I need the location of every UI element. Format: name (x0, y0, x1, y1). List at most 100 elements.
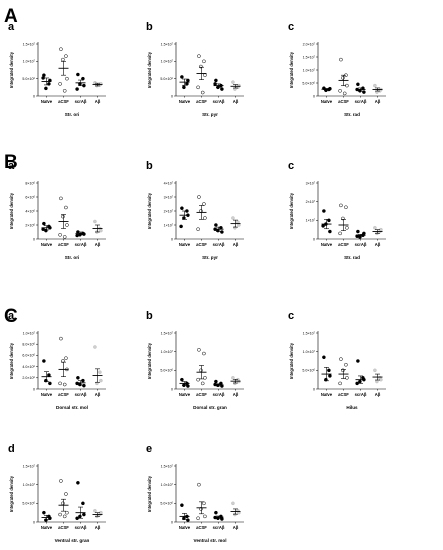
data-point (58, 381, 62, 386)
chart-c-c: c 0 5.0×10⁶ 1.0×10⁷ 1.5×10⁷ Integrated densit… (288, 310, 386, 410)
x-category-label: Naïve (41, 99, 53, 104)
subpanel-letter: b (146, 310, 153, 322)
y-tick-label: 5.0×10⁶ (302, 369, 315, 373)
x-category-label: aCSF (58, 242, 69, 247)
x-category-label: Naïve (321, 242, 333, 247)
x-category-label: Naïve (41, 242, 53, 247)
data-point (233, 226, 237, 230)
x-category-label: scrAβ (213, 99, 225, 104)
data-point (59, 47, 63, 52)
data-point (338, 89, 342, 93)
data-point (328, 374, 332, 378)
y-tick-label: 1.5×10⁷ (303, 331, 316, 335)
x-category-label: scrAβ (355, 99, 367, 104)
data-point (81, 76, 85, 81)
data-point (196, 516, 200, 521)
data-point (203, 73, 207, 77)
data-point (373, 83, 377, 88)
x-category-label: Naïve (41, 525, 53, 530)
y-axis-label: Integrated density (9, 51, 14, 88)
data-point (99, 378, 103, 383)
x-category-label: aCSF (196, 242, 207, 247)
data-point (182, 85, 186, 90)
data-point (58, 82, 62, 86)
data-point (93, 509, 97, 513)
x-category-label: aCSF (196, 525, 207, 530)
data-point (203, 514, 207, 519)
y-tick-label: 1×10⁷ (164, 223, 174, 227)
x-category-label: scrAβ (355, 242, 367, 247)
data-point (200, 90, 205, 95)
y-tick-label: 4×10⁷ (164, 181, 174, 185)
data-point (358, 379, 362, 384)
data-point (76, 72, 80, 77)
data-point (220, 517, 224, 521)
data-point (99, 228, 103, 233)
x-category-label: Naïve (179, 99, 191, 104)
data-point (322, 355, 326, 360)
data-point (373, 226, 377, 230)
x-category-label: aCSF (338, 242, 349, 247)
y-tick-label: 0 (171, 94, 173, 98)
data-point (327, 368, 331, 373)
subpanel-letter: a (8, 21, 15, 33)
y-tick-label: 1.0×10⁷ (303, 350, 316, 354)
chart-c-a: a 0 2.0×10⁶ 4.0×10⁶ 6.0×10⁶ 8.0×10⁶ 1.0×10⁷ Int… (8, 310, 106, 410)
y-axis-label: Integrated density (289, 342, 294, 379)
y-tick-label: 5.0×10⁶ (160, 502, 173, 506)
y-tick-label: 2×10⁷ (164, 209, 174, 213)
data-point (197, 348, 201, 352)
data-point (93, 219, 97, 224)
y-tick-label: 5.0×10⁶ (160, 77, 173, 81)
chart-c-e: e 0 5.0×10⁶ 1.0×10⁷ 1.5×10⁷ Integrated densit… (146, 443, 244, 543)
y-tick-label: 1.5×10⁷ (161, 331, 174, 335)
data-point (321, 224, 325, 228)
y-tick-label: 0 (313, 94, 315, 98)
subpanel-letter: c (288, 160, 294, 172)
data-point (93, 345, 97, 349)
data-point (231, 501, 235, 506)
data-point (328, 229, 332, 234)
data-point (59, 336, 63, 341)
data-point (42, 359, 46, 363)
data-point (64, 205, 68, 210)
data-point (179, 224, 183, 229)
data-point (356, 229, 360, 234)
x-axis-label: Str. rad (344, 112, 360, 117)
y-axis-label: Integrated density (9, 192, 14, 229)
data-point (65, 223, 69, 227)
data-point (203, 376, 207, 380)
x-category-label: Naïve (41, 392, 53, 397)
data-point (338, 231, 342, 236)
y-tick-label: 0 (33, 520, 35, 524)
data-point (180, 206, 184, 210)
y-tick-label: 2.0×10⁶ (22, 376, 35, 380)
data-point (373, 368, 377, 373)
data-point (379, 377, 383, 382)
y-tick-label: 5.0×10⁶ (22, 502, 35, 506)
data-point (58, 512, 62, 517)
x-category-label: Naïve (321, 99, 333, 104)
data-point (202, 59, 206, 64)
data-point (62, 382, 67, 387)
data-point (185, 82, 189, 86)
data-point (81, 501, 85, 506)
y-tick-label: 1.0×10⁷ (23, 60, 36, 64)
subpanel-letter: b (146, 160, 153, 172)
y-tick-label: 8×10⁶ (25, 181, 35, 185)
data-point (62, 89, 67, 93)
data-point (64, 54, 68, 58)
y-tick-label: 1.5×10⁷ (303, 55, 316, 59)
x-category-label: Naïve (179, 392, 191, 397)
y-tick-label: 0 (33, 387, 35, 391)
y-tick-label: 1.0×10⁷ (161, 60, 174, 64)
subpanel-letter: c (288, 21, 294, 33)
x-category-label: aCSF (196, 99, 207, 104)
data-point (76, 481, 80, 485)
x-category-label: scrAβ (75, 392, 87, 397)
y-tick-label: 6.0×10⁶ (22, 354, 35, 358)
data-point (231, 216, 235, 220)
data-point (322, 209, 326, 213)
data-point (59, 196, 63, 201)
